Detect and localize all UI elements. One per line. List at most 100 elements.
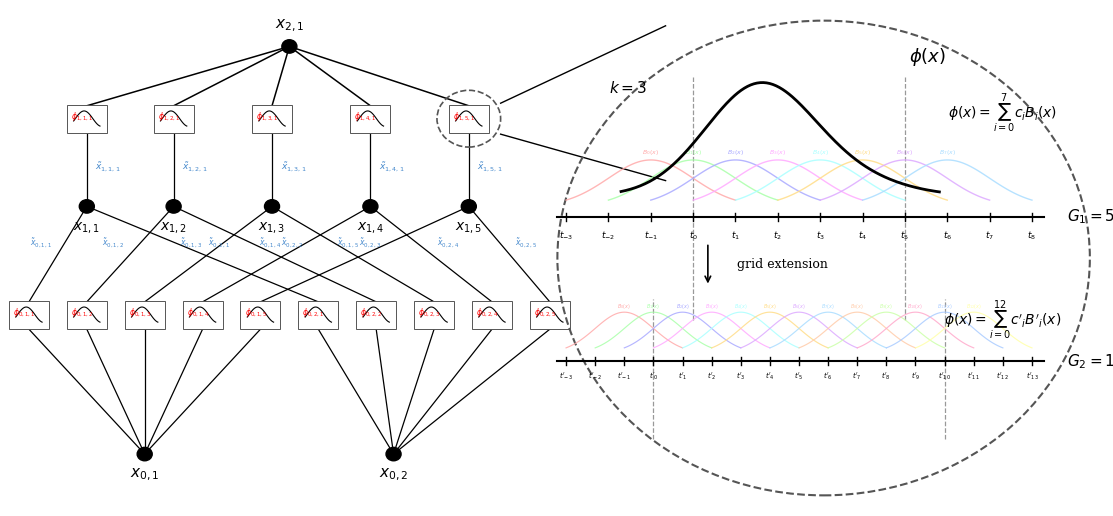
FancyBboxPatch shape xyxy=(240,301,280,329)
Text: $t'_2$: $t'_2$ xyxy=(707,370,717,382)
Text: $B_{7}(x)$: $B_{7}(x)$ xyxy=(821,302,835,311)
Text: $t_8$: $t_8$ xyxy=(1027,230,1036,242)
Text: $\tilde{x}_{1,2,1}$: $\tilde{x}_{1,2,1}$ xyxy=(183,160,208,174)
Circle shape xyxy=(363,200,378,213)
Text: $B_{10}(x)$: $B_{10}(x)$ xyxy=(907,302,924,311)
Text: $\tilde{x}_{0,2,2}$: $\tilde{x}_{0,2,2}$ xyxy=(280,236,303,249)
Text: $B_{4}(x)$: $B_{4}(x)$ xyxy=(811,149,829,157)
Text: $\tilde{x}_{1,3,1}$: $\tilde{x}_{1,3,1}$ xyxy=(280,160,306,174)
Circle shape xyxy=(461,200,476,213)
Text: $t'_6$: $t'_6$ xyxy=(824,370,833,382)
Text: $t_5$: $t_5$ xyxy=(900,230,909,242)
Text: $\tilde{x}_{0,1,2}$: $\tilde{x}_{0,1,2}$ xyxy=(102,236,125,249)
Text: $t_{-3}$: $t_{-3}$ xyxy=(559,230,573,242)
Text: $B_{2}(x)$: $B_{2}(x)$ xyxy=(676,302,690,311)
Text: $t_3$: $t_3$ xyxy=(816,230,825,242)
FancyBboxPatch shape xyxy=(67,301,107,329)
FancyBboxPatch shape xyxy=(9,301,49,329)
Text: $B_{8}(x)$: $B_{8}(x)$ xyxy=(850,302,864,311)
Text: $\tilde{x}_{0,2,1}$: $\tilde{x}_{0,2,1}$ xyxy=(208,236,230,249)
Text: $\tilde{x}_{0,2,3}$: $\tilde{x}_{0,2,3}$ xyxy=(358,236,381,249)
Text: $x_{0,1}$: $x_{0,1}$ xyxy=(130,467,159,483)
Text: $\tilde{x}_{0,1,5}$: $\tilde{x}_{0,1,5}$ xyxy=(337,236,358,249)
Text: $t_4$: $t_4$ xyxy=(858,230,867,242)
FancyBboxPatch shape xyxy=(298,301,338,329)
Text: $t'_{-2}$: $t'_{-2}$ xyxy=(589,370,602,382)
Text: $t'_{-3}$: $t'_{-3}$ xyxy=(559,370,573,382)
Text: $\tilde{x}_{1,4,1}$: $\tilde{x}_{1,4,1}$ xyxy=(380,160,405,174)
Text: $k=3$: $k=3$ xyxy=(610,80,648,96)
Text: $t'_3$: $t'_3$ xyxy=(736,370,746,382)
Text: $t'_9$: $t'_9$ xyxy=(910,370,920,382)
Text: $B_{6}(x)$: $B_{6}(x)$ xyxy=(896,149,914,157)
Text: $B_{1}(x)$: $B_{1}(x)$ xyxy=(647,302,660,311)
Text: $B_{0}(x)$: $B_{0}(x)$ xyxy=(618,302,631,311)
Text: $t'_{13}$: $t'_{13}$ xyxy=(1025,370,1038,382)
Text: $x_{2,1}$: $x_{2,1}$ xyxy=(275,17,304,34)
Text: $t'_8$: $t'_8$ xyxy=(881,370,892,382)
Text: $B_{1}(x)$: $B_{1}(x)$ xyxy=(684,149,701,157)
Text: $B_{12}(x)$: $B_{12}(x)$ xyxy=(966,302,982,311)
Text: $t'_{11}$: $t'_{11}$ xyxy=(967,370,981,382)
Text: $x_{1,5}$: $x_{1,5}$ xyxy=(455,221,482,236)
Text: $\phi_{0,1,5}$: $\phi_{0,1,5}$ xyxy=(245,306,267,319)
FancyBboxPatch shape xyxy=(530,301,570,329)
Text: $\phi_{1,4,1}$: $\phi_{1,4,1}$ xyxy=(355,110,376,123)
Text: $x_{0,2}$: $x_{0,2}$ xyxy=(378,467,408,483)
Text: $\phi_{0,2,4}$: $\phi_{0,2,4}$ xyxy=(476,306,499,319)
Text: $B_{7}(x)$: $B_{7}(x)$ xyxy=(938,149,956,157)
Text: $t_1$: $t_1$ xyxy=(731,230,740,242)
Text: $\tilde{x}_{1,5,1}$: $\tilde{x}_{1,5,1}$ xyxy=(477,160,503,174)
Text: $t_0$: $t_0$ xyxy=(689,230,698,242)
Circle shape xyxy=(282,40,297,53)
FancyBboxPatch shape xyxy=(472,301,512,329)
Text: $\phi_{0,2,1}$: $\phi_{0,2,1}$ xyxy=(303,306,325,319)
Text: $B_{4}(x)$: $B_{4}(x)$ xyxy=(733,302,748,311)
Text: $\phi(x)=\sum_{i=0}^{7} c_i B_i(x)$: $\phi(x)=\sum_{i=0}^{7} c_i B_i(x)$ xyxy=(948,91,1057,136)
Text: $t'_{-1}$: $t'_{-1}$ xyxy=(618,370,631,382)
Text: $t_7$: $t_7$ xyxy=(985,230,994,242)
Text: $t_6$: $t_6$ xyxy=(943,230,952,242)
FancyBboxPatch shape xyxy=(183,301,223,329)
Text: $\phi_{1,5,1}$: $\phi_{1,5,1}$ xyxy=(453,110,475,123)
Text: $\phi(x)$: $\phi(x)$ xyxy=(909,46,946,68)
Text: $B_{3}(x)$: $B_{3}(x)$ xyxy=(705,302,719,311)
Text: $B_{6}(x)$: $B_{6}(x)$ xyxy=(792,302,806,311)
Circle shape xyxy=(166,200,181,213)
Text: $G_1=5$: $G_1=5$ xyxy=(1066,207,1113,226)
Text: $\phi_{0,2,5}$: $\phi_{0,2,5}$ xyxy=(534,306,556,319)
FancyBboxPatch shape xyxy=(154,105,194,133)
Text: $t'_{12}$: $t'_{12}$ xyxy=(996,370,1009,382)
Text: $t_2$: $t_2$ xyxy=(774,230,782,242)
FancyBboxPatch shape xyxy=(356,301,396,329)
Text: $t'_{10}$: $t'_{10}$ xyxy=(938,370,952,382)
Text: $t'_0$: $t'_0$ xyxy=(649,370,658,382)
Circle shape xyxy=(79,200,95,213)
Text: $\phi_{0,2,2}$: $\phi_{0,2,2}$ xyxy=(361,306,383,319)
Text: $\tilde{x}_{1,1,1}$: $\tilde{x}_{1,1,1}$ xyxy=(96,160,121,174)
Text: $B_{0}(x)$: $B_{0}(x)$ xyxy=(642,149,659,157)
Text: $\phi(x)=\sum_{i=0}^{12} c'_i B'_i(x)$: $\phi(x)=\sum_{i=0}^{12} c'_i B'_i(x)$ xyxy=(945,298,1062,342)
Text: $\phi_{0,1,2}$: $\phi_{0,1,2}$ xyxy=(71,306,93,319)
Text: grid extension: grid extension xyxy=(737,257,828,271)
Text: $t'_7$: $t'_7$ xyxy=(853,370,863,382)
FancyBboxPatch shape xyxy=(351,105,391,133)
Text: $\tilde{x}_{0,1,1}$: $\tilde{x}_{0,1,1}$ xyxy=(30,236,52,249)
Text: $\tilde{x}_{0,2,5}$: $\tilde{x}_{0,2,5}$ xyxy=(515,236,538,249)
Text: $x_{1,1}$: $x_{1,1}$ xyxy=(73,221,100,236)
Text: $\phi_{0,1,1}$: $\phi_{0,1,1}$ xyxy=(13,306,36,319)
FancyBboxPatch shape xyxy=(449,105,489,133)
Text: $B_{3}(x)$: $B_{3}(x)$ xyxy=(769,149,787,157)
Text: $t_{-1}$: $t_{-1}$ xyxy=(643,230,658,242)
Text: $t'_5$: $t'_5$ xyxy=(795,370,804,382)
Text: $\phi_{1,2,1}$: $\phi_{1,2,1}$ xyxy=(158,110,180,123)
Text: $B_{5}(x)$: $B_{5}(x)$ xyxy=(854,149,871,157)
Text: $x_{1,2}$: $x_{1,2}$ xyxy=(160,221,187,236)
Circle shape xyxy=(137,447,152,461)
Text: $\tilde{x}_{0,1,4}$: $\tilde{x}_{0,1,4}$ xyxy=(258,236,280,249)
FancyBboxPatch shape xyxy=(414,301,454,329)
Text: $t'_1$: $t'_1$ xyxy=(678,370,688,382)
Text: $\phi_{0,1,4}$: $\phi_{0,1,4}$ xyxy=(187,306,209,319)
Text: $x_{1,4}$: $x_{1,4}$ xyxy=(357,221,384,236)
Text: $x_{1,3}$: $x_{1,3}$ xyxy=(258,221,286,236)
